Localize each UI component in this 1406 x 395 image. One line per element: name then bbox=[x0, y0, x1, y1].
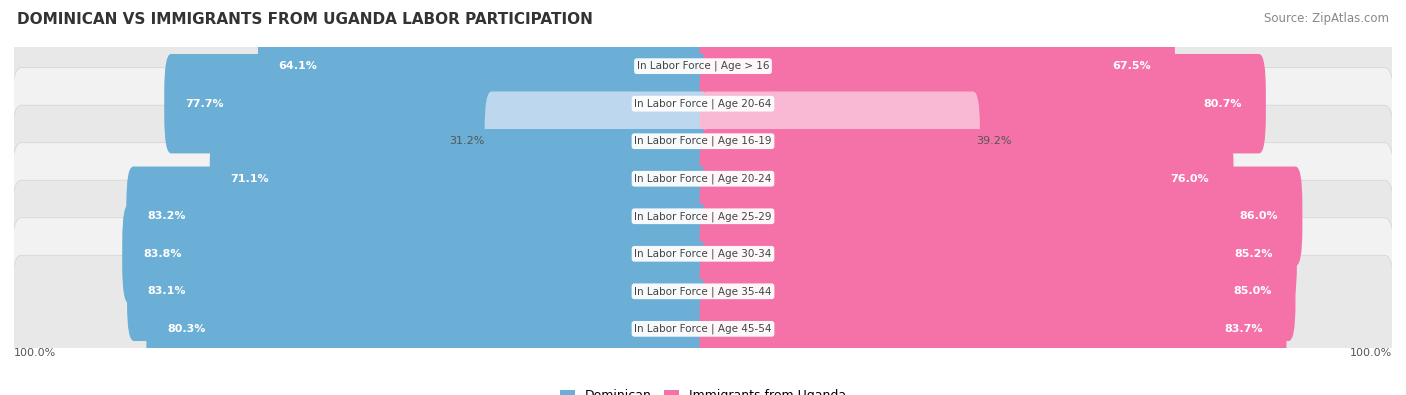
Text: 85.2%: 85.2% bbox=[1234, 249, 1272, 259]
Text: 76.0%: 76.0% bbox=[1171, 174, 1209, 184]
FancyBboxPatch shape bbox=[127, 242, 710, 341]
FancyBboxPatch shape bbox=[700, 54, 1265, 153]
FancyBboxPatch shape bbox=[257, 17, 710, 116]
Text: In Labor Force | Age 25-29: In Labor Force | Age 25-29 bbox=[634, 211, 772, 222]
Text: 83.1%: 83.1% bbox=[148, 286, 186, 296]
FancyBboxPatch shape bbox=[700, 17, 1175, 116]
Text: Source: ZipAtlas.com: Source: ZipAtlas.com bbox=[1264, 12, 1389, 25]
FancyBboxPatch shape bbox=[11, 180, 1395, 327]
Text: In Labor Force | Age 35-44: In Labor Force | Age 35-44 bbox=[634, 286, 772, 297]
Text: 80.3%: 80.3% bbox=[167, 324, 205, 334]
FancyBboxPatch shape bbox=[11, 255, 1395, 395]
Text: 67.5%: 67.5% bbox=[1112, 61, 1152, 71]
FancyBboxPatch shape bbox=[11, 218, 1395, 365]
Text: 77.7%: 77.7% bbox=[186, 99, 224, 109]
FancyBboxPatch shape bbox=[700, 204, 1296, 303]
FancyBboxPatch shape bbox=[700, 92, 980, 191]
FancyBboxPatch shape bbox=[700, 129, 1233, 228]
Text: 64.1%: 64.1% bbox=[278, 61, 318, 71]
FancyBboxPatch shape bbox=[122, 204, 710, 303]
Text: 83.8%: 83.8% bbox=[143, 249, 181, 259]
Text: In Labor Force | Age 30-34: In Labor Force | Age 30-34 bbox=[634, 248, 772, 259]
FancyBboxPatch shape bbox=[146, 279, 710, 378]
FancyBboxPatch shape bbox=[11, 68, 1395, 215]
Text: DOMINICAN VS IMMIGRANTS FROM UGANDA LABOR PARTICIPATION: DOMINICAN VS IMMIGRANTS FROM UGANDA LABO… bbox=[17, 12, 593, 27]
FancyBboxPatch shape bbox=[485, 92, 710, 191]
Text: 80.7%: 80.7% bbox=[1204, 99, 1241, 109]
FancyBboxPatch shape bbox=[700, 242, 1295, 341]
Text: 39.2%: 39.2% bbox=[977, 136, 1012, 146]
FancyBboxPatch shape bbox=[11, 0, 1395, 140]
Text: 86.0%: 86.0% bbox=[1240, 211, 1278, 221]
FancyBboxPatch shape bbox=[11, 105, 1395, 252]
Text: 71.1%: 71.1% bbox=[231, 174, 269, 184]
Text: 100.0%: 100.0% bbox=[1350, 348, 1392, 357]
Text: In Labor Force | Age 20-64: In Labor Force | Age 20-64 bbox=[634, 98, 772, 109]
FancyBboxPatch shape bbox=[11, 30, 1395, 177]
Text: 83.2%: 83.2% bbox=[148, 211, 186, 221]
Text: In Labor Force | Age > 16: In Labor Force | Age > 16 bbox=[637, 61, 769, 71]
FancyBboxPatch shape bbox=[127, 167, 710, 266]
Text: In Labor Force | Age 16-19: In Labor Force | Age 16-19 bbox=[634, 136, 772, 147]
Text: 83.7%: 83.7% bbox=[1223, 324, 1263, 334]
FancyBboxPatch shape bbox=[700, 279, 1286, 378]
Text: 85.0%: 85.0% bbox=[1233, 286, 1271, 296]
FancyBboxPatch shape bbox=[11, 143, 1395, 290]
FancyBboxPatch shape bbox=[165, 54, 710, 153]
Text: In Labor Force | Age 20-24: In Labor Force | Age 20-24 bbox=[634, 173, 772, 184]
FancyBboxPatch shape bbox=[209, 129, 710, 228]
FancyBboxPatch shape bbox=[700, 167, 1302, 266]
Text: In Labor Force | Age 45-54: In Labor Force | Age 45-54 bbox=[634, 324, 772, 334]
Text: 100.0%: 100.0% bbox=[14, 348, 56, 357]
Legend: Dominican, Immigrants from Uganda: Dominican, Immigrants from Uganda bbox=[555, 384, 851, 395]
Text: 31.2%: 31.2% bbox=[450, 136, 485, 146]
